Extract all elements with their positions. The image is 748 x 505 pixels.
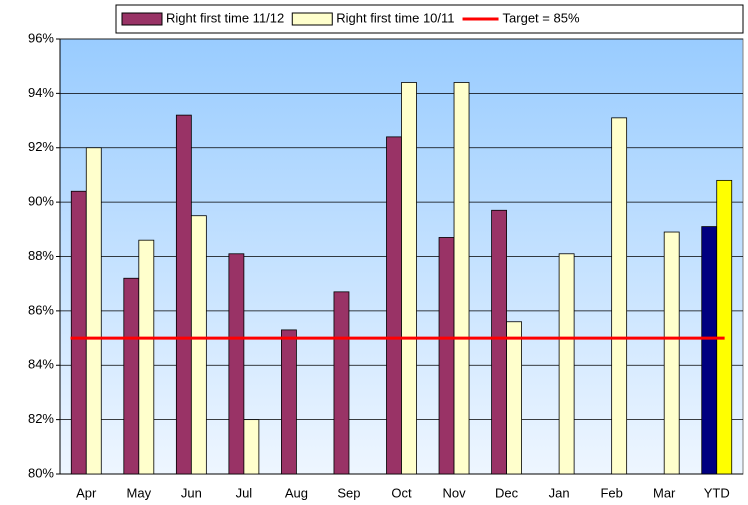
x-tick-label: Jun: [181, 485, 202, 500]
bar: [70, 190, 87, 475]
bar: [228, 253, 245, 475]
x-tick-label: Nov: [442, 485, 466, 500]
y-tick-label: 86%: [28, 302, 54, 317]
y-tick-label: 90%: [28, 194, 54, 209]
bar: [138, 239, 155, 475]
bar: [701, 226, 718, 475]
bar: [190, 215, 207, 475]
y-tick-label: 82%: [28, 411, 54, 426]
x-tick-label: Oct: [391, 485, 412, 500]
bar: [491, 209, 507, 475]
bar: [506, 321, 522, 475]
bar: [175, 114, 192, 475]
legend-swatch: [291, 12, 333, 26]
y-tick-label: 88%: [28, 248, 54, 263]
bar: [243, 419, 260, 475]
x-tick-label: Apr: [76, 485, 97, 500]
bar: [333, 291, 350, 475]
bar: [85, 147, 102, 475]
bar: [453, 82, 470, 475]
legend: [115, 4, 744, 34]
bar: [663, 231, 680, 475]
bar: [558, 253, 575, 475]
x-tick-label: Aug: [285, 485, 308, 500]
bar: [401, 82, 417, 475]
x-tick-label: Feb: [600, 485, 622, 500]
bar: [438, 237, 455, 475]
y-tick-label: 92%: [28, 139, 54, 154]
y-tick-label: 84%: [28, 357, 54, 372]
x-tick-label: Dec: [495, 485, 519, 500]
bar: [281, 329, 297, 475]
x-tick-label: YTD: [704, 485, 730, 500]
bar: [123, 277, 140, 475]
bar: [716, 179, 733, 475]
x-tick-label: May: [127, 485, 152, 500]
legend-label: Target = 85%: [503, 10, 580, 25]
bar: [386, 136, 402, 475]
legend-swatch: [121, 12, 163, 26]
x-tick-label: Jan: [549, 485, 570, 500]
bar: [611, 117, 628, 475]
x-tick-label: Sep: [337, 485, 360, 500]
legend-label: Right first time 11/12: [166, 10, 284, 25]
legend-label: Right first time 10/11: [336, 10, 454, 25]
y-tick-label: 80%: [28, 465, 54, 480]
y-tick-label: 94%: [28, 85, 54, 100]
x-tick-label: Jul: [236, 485, 253, 500]
y-tick-label: 96%: [28, 30, 54, 45]
x-tick-label: Mar: [653, 485, 676, 500]
